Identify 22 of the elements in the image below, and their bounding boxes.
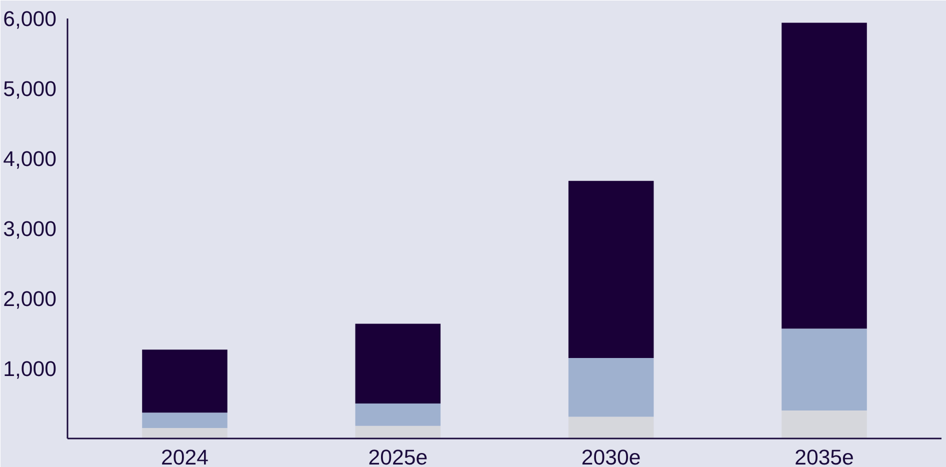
y-tick-label: 3,000 <box>3 217 57 241</box>
bar <box>142 350 228 413</box>
bar <box>568 180 654 358</box>
bar <box>142 412 228 428</box>
bar <box>355 426 441 438</box>
bar <box>142 428 228 438</box>
bar <box>782 410 867 438</box>
bar <box>355 404 441 426</box>
x-tick-label: 2024 <box>161 446 209 467</box>
x-tick-label: 2025e <box>368 446 428 467</box>
x-tick-label: 2035e <box>794 446 854 467</box>
bar <box>782 328 867 410</box>
bar <box>782 22 867 329</box>
bar <box>568 416 654 438</box>
y-tick-label: 1,000 <box>3 357 57 381</box>
bar <box>355 324 441 404</box>
y-tick-label: 5,000 <box>3 77 57 101</box>
x-tick-label: 2030e <box>581 446 641 467</box>
y-tick-label: 6,000 <box>3 7 57 31</box>
bar <box>568 358 654 417</box>
y-tick-label: 4,000 <box>3 147 57 171</box>
y-tick-label: 2,000 <box>3 287 57 311</box>
